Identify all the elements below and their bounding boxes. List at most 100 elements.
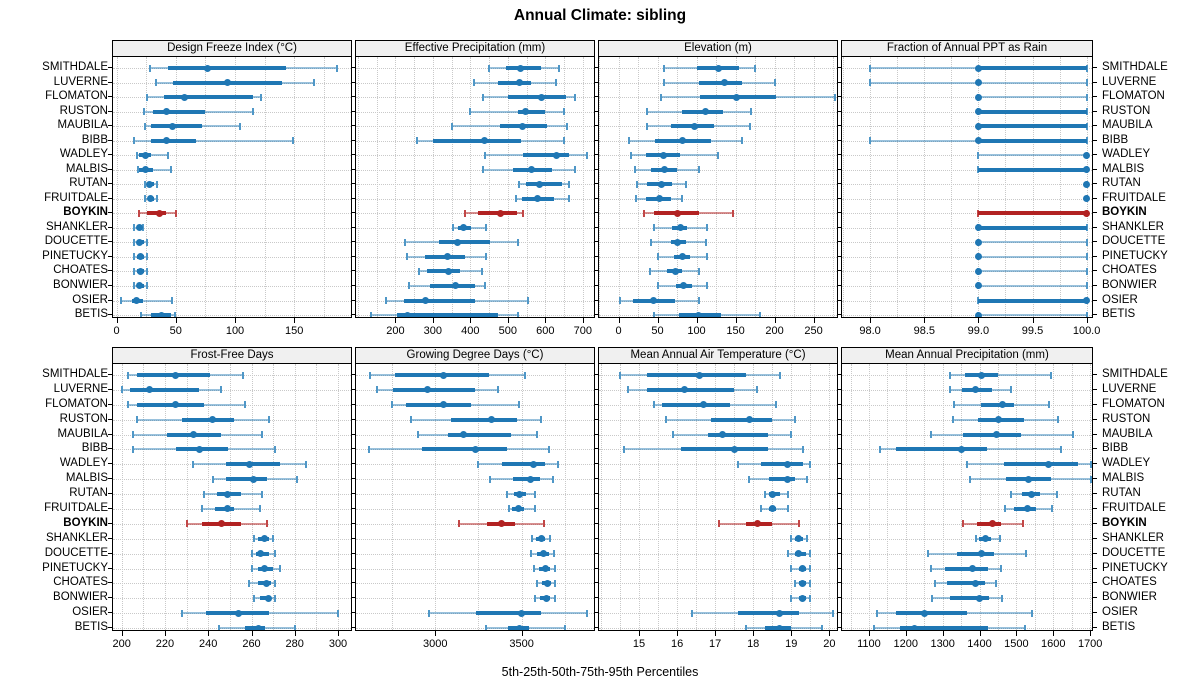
x-tick-label: 3500 [509,638,534,650]
y-axis-tick [1093,154,1097,156]
median-dot [969,565,976,572]
whisker-cap [961,520,964,528]
station-label: CHOATES [1102,264,1157,277]
station-label: FRUITDALE [1102,191,1166,204]
x-axis-tick [829,631,831,636]
y-axis-tick [837,183,841,185]
percentile-bar [978,66,1087,70]
y-axis-tick [837,81,841,83]
y-axis-tick [351,81,355,83]
station-label: BETIS [74,621,108,633]
station-label: SHANKLER [1102,531,1164,544]
median-dot [224,79,232,86]
grid-line-horizontal [599,227,837,229]
median-dot [972,579,979,587]
y-axis-tick [1093,582,1097,584]
y-axis-tick [351,567,355,569]
y-axis-tick [837,226,841,228]
median-dot [141,151,149,159]
y-axis-tick [594,433,598,435]
median-dot [681,386,689,394]
whisker-cap [267,416,270,424]
whisker-cap [535,431,538,438]
y-axis-tick [1093,314,1097,315]
whisker [469,110,565,113]
percentile-bar [646,373,746,377]
grid-line-vertical [451,57,453,317]
whisker-cap [533,490,536,498]
station-label: OSIER [1102,606,1138,619]
whisker-cap [482,166,485,174]
grid-line-horizontal [356,300,594,302]
median-dot [673,209,681,217]
grid-line-horizontal [356,68,594,69]
median-dot [1083,195,1091,203]
y-axis-tick [351,241,355,243]
grid-line-vertical [143,364,145,630]
y-axis-tick [837,197,841,199]
whisker-cap [619,297,622,304]
grid-line-horizontal [842,155,1092,157]
whisker-cap [154,79,157,86]
x-axis-tick [1053,631,1055,636]
grid-line-vertical [887,364,889,630]
grid-line-horizontal [113,375,351,376]
station-label: FLOMATON [1102,90,1165,103]
grid-line-horizontal [356,598,594,600]
y-axis-tick [1093,96,1097,98]
whisker-cap [131,445,134,453]
whisker-cap [744,624,747,630]
x-tick-label: 150 [726,325,745,337]
whisker-cap [404,238,407,246]
whisker-cap [185,520,188,528]
x-tick-label: 1300 [930,638,955,650]
grid-line-vertical [753,364,755,630]
grid-line-vertical [618,57,620,317]
median-dot [133,297,141,304]
whisker-cap [369,311,372,317]
grid-line-horizontal [842,198,1092,200]
percentile-bar [698,80,742,85]
y-axis-tick [837,612,841,614]
whisker-cap [261,490,264,498]
x-tick-label: 19 [785,638,798,650]
median-dot [799,594,807,602]
x-axis-tick [677,631,679,636]
median-dot [730,445,738,453]
percentile-bar [450,417,518,422]
whisker-cap [809,579,812,587]
whisker-cap [680,195,683,203]
median-dot [679,137,686,145]
panel-strip: Elevation (m) [599,41,837,57]
x-axis-tick [1086,318,1088,323]
grid-line-horizontal [113,598,351,600]
median-dot [974,93,982,101]
panel-strip: Frost-Free Days [113,348,351,364]
median-dot [672,267,679,275]
grid-line-vertical [850,364,852,630]
median-dot [519,122,527,130]
whisker-cap [748,122,751,130]
whisker-cap [929,565,932,572]
grid-line-horizontal [599,479,837,481]
percentile-bar [438,240,490,245]
station-label: WADLEY [59,457,108,470]
median-dot [533,195,541,203]
grid-line-horizontal [113,389,351,391]
grid-line-vertical [1032,57,1034,317]
percentile-bar [981,402,1015,407]
y-axis-tick [594,522,598,524]
whisker-cap [756,386,758,394]
percentile-bar [403,298,475,303]
percentile-bar [130,387,200,392]
y-axis-tick [351,433,355,435]
grid-line-horizontal [113,111,351,113]
whisker-cap [482,93,485,101]
whisker-cap [142,108,145,116]
median-dot [443,253,451,261]
grid-line-vertical [897,57,899,317]
station-label: MALBIS [1102,472,1145,485]
y-axis-tick [108,612,112,614]
x-axis-tick [582,318,584,323]
station-label: OSIER [72,293,108,306]
